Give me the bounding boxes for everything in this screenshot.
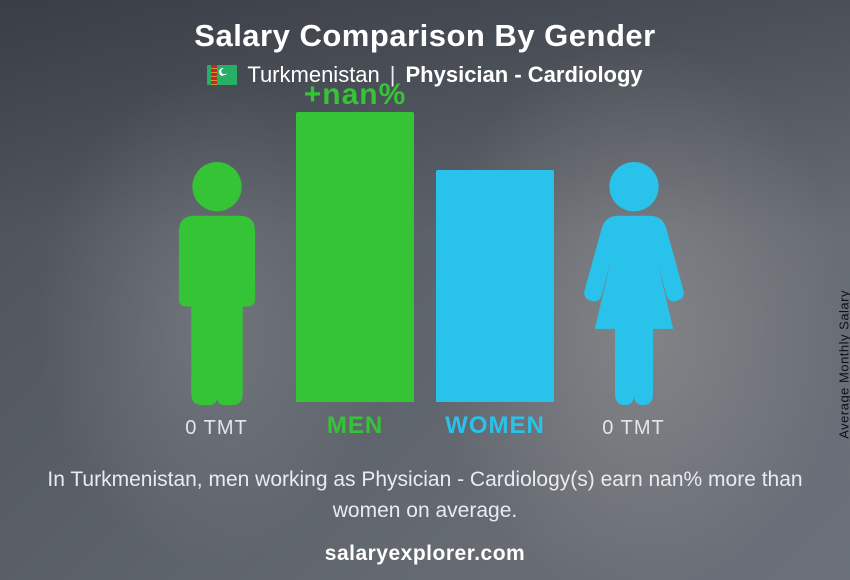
women-label: WOMEN <box>445 412 545 440</box>
male-icon <box>161 159 273 407</box>
infographic-container: Salary Comparison By Gender Turkmenistan… <box>0 0 850 580</box>
female-icon <box>578 159 690 407</box>
caption-text: In Turkmenistan, men working as Physicia… <box>45 465 805 526</box>
women-bar-column: WOMEN <box>436 170 554 440</box>
women-bar <box>436 170 554 402</box>
percent-difference-label: +nan% <box>304 78 407 112</box>
men-bar-column: +nan% MEN <box>296 112 414 440</box>
subtitle-job: Physician - Cardiology <box>406 62 643 88</box>
footer-source: salaryexplorer.com <box>325 542 525 580</box>
men-bar <box>296 112 414 402</box>
female-value-label: 0 TMT <box>602 417 664 440</box>
page-title: Salary Comparison By Gender <box>194 18 655 54</box>
chart-row: 0 TMT +nan% MEN WOMEN 0 TMT <box>159 100 691 440</box>
y-axis-label: Average Monthly Salary <box>837 290 850 439</box>
female-icon-column: 0 TMT <box>576 159 691 440</box>
men-label: MEN <box>327 412 383 440</box>
male-icon-column: 0 TMT <box>159 159 274 440</box>
flag-icon <box>207 65 237 85</box>
chart-area: 0 TMT +nan% MEN WOMEN 0 TMT <box>28 100 822 461</box>
subtitle-row: Turkmenistan | Physician - Cardiology <box>207 62 642 88</box>
male-value-label: 0 TMT <box>185 417 247 440</box>
